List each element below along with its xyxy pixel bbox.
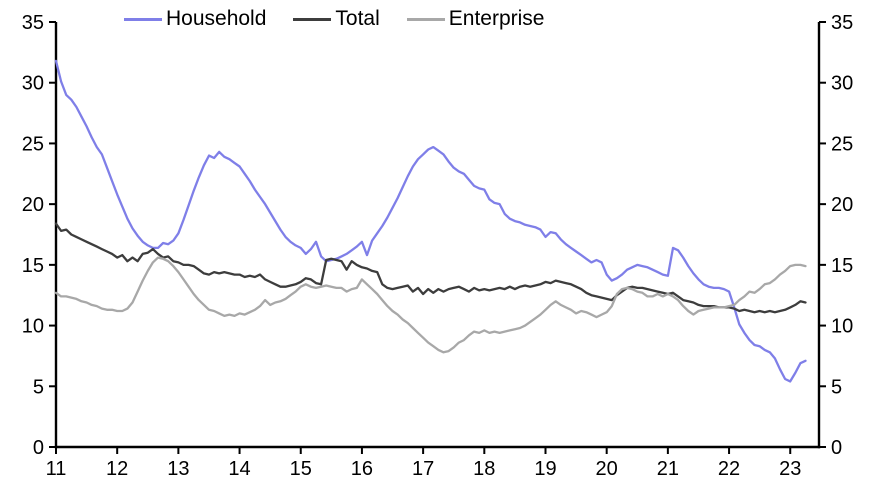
y-tick-label-left: 5 — [33, 376, 44, 398]
y-tick-label-right: 10 — [831, 316, 853, 338]
y-tick-label-left: 15 — [22, 255, 44, 277]
series-line-total — [54, 222, 807, 314]
y-tick-label-right: 15 — [831, 255, 853, 277]
chart-legend: Household Total Enterprise — [124, 5, 544, 33]
y-tick-label-left: 0 — [33, 437, 44, 459]
legend-label-household: Household — [166, 7, 267, 30]
legend-item-enterprise: Enterprise — [406, 5, 545, 33]
x-tick-label: 15 — [290, 458, 312, 480]
x-tick-label: 17 — [412, 458, 434, 480]
x-tick-label: 21 — [657, 458, 679, 480]
x-tick-label: 13 — [167, 458, 189, 480]
y-tick-label-left: 10 — [22, 316, 44, 338]
y-tick-label-right: 30 — [831, 73, 853, 95]
y-tick-label-right: 35 — [831, 12, 853, 34]
x-tick-label: 19 — [534, 458, 556, 480]
household-line-swatch — [124, 17, 162, 21]
x-tick-label: 23 — [779, 458, 801, 480]
y-tick-label-right: 0 — [831, 437, 842, 459]
x-tick-label: 20 — [596, 458, 618, 480]
x-tick-label: 11 — [46, 458, 67, 480]
x-tick-label: 16 — [351, 458, 373, 480]
y-tick-label-left: 35 — [22, 12, 44, 34]
series-line-household — [54, 59, 807, 383]
x-tick-label: 18 — [473, 458, 495, 480]
x-tick-label: 22 — [718, 458, 740, 480]
y-tick-label-right: 5 — [831, 376, 842, 398]
series-line-enterprise — [54, 256, 807, 354]
enterprise-line-swatch — [406, 17, 445, 21]
legend-label-total: Total — [335, 7, 380, 30]
y-tick-label-left: 20 — [22, 194, 44, 216]
x-tick-label: 14 — [228, 458, 250, 480]
legend-label-enterprise: Enterprise — [448, 7, 545, 30]
x-tick-label: 12 — [106, 458, 128, 480]
y-tick-label-right: 20 — [831, 194, 853, 216]
legend-item-household: Household — [124, 5, 266, 33]
y-tick-label-right: 25 — [831, 133, 853, 155]
y-tick-label-left: 30 — [22, 73, 44, 95]
total-line-swatch — [293, 17, 332, 21]
y-tick-label-left: 25 — [22, 133, 44, 155]
legend-item-total: Total — [293, 5, 380, 33]
